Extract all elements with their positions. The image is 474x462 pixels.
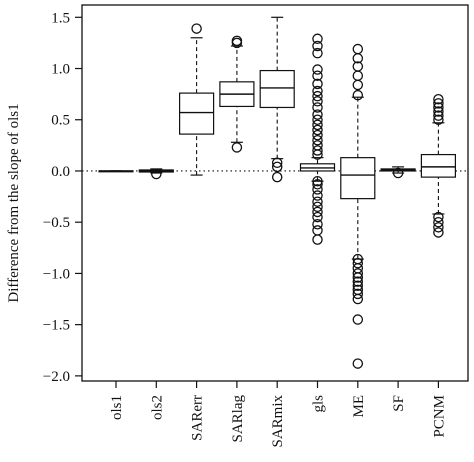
outlier-point-gls <box>312 134 323 146</box>
outlier-point-pcnm <box>433 114 444 125</box>
box-me <box>340 96 376 260</box>
box-iqr <box>259 69 295 109</box>
outlier-point-gls <box>312 109 323 120</box>
outlier-point-me <box>352 276 364 287</box>
box-iqr <box>340 157 376 200</box>
outlier-point-gls <box>312 234 323 245</box>
outlier-point-gls <box>312 40 323 52</box>
box-sarmix <box>259 16 295 160</box>
outlier-point-me <box>352 358 364 369</box>
outlier-point-gls <box>312 211 323 223</box>
box-iqr <box>179 92 215 135</box>
outlier-point-me <box>352 70 364 81</box>
outlier-point-gls <box>312 206 323 218</box>
outlier-point-pcnm <box>433 102 444 113</box>
outlier-point-me <box>352 43 364 55</box>
outlier-point-gls <box>312 218 323 230</box>
box-iqr <box>420 153 456 178</box>
outlier-point-gls <box>312 102 323 113</box>
outlier-point-pcnm <box>433 98 444 109</box>
outlier-point-sarerr <box>191 23 202 34</box>
x-tick-label-gls: gls <box>311 395 327 413</box>
outlier-point-sarmix <box>271 161 283 173</box>
outlier-point-me <box>352 288 364 300</box>
outlier-point-sarlag <box>231 142 243 153</box>
outlier-point-sarmix <box>271 171 283 183</box>
outlier-point-pcnm <box>433 227 444 238</box>
outlier-point-gls <box>312 184 323 195</box>
y-tick-label: −1.5 <box>43 318 70 334</box>
y-tick-label: 1.0 <box>51 62 70 78</box>
outlier-point-gls <box>312 114 323 125</box>
outlier-point-sarmix <box>271 157 283 169</box>
outlier-point-gls <box>312 70 323 81</box>
outlier-point-gls <box>312 96 323 107</box>
box-sarlag <box>219 45 255 143</box>
outlier-point-me <box>352 280 364 291</box>
x-tick-label-ols1: ols1 <box>109 395 125 420</box>
x-tick-label-pcnm: PCNM <box>431 395 447 438</box>
outlier-point-ols2 <box>151 168 162 180</box>
y-axis-title: Difference from the slope of ols1 <box>6 103 22 302</box>
box-sarerr <box>179 37 215 176</box>
outlier-point-pcnm <box>433 94 444 105</box>
outlier-point-gls <box>312 196 323 207</box>
outlier-point-gls <box>312 90 323 102</box>
outlier-point-gls <box>312 124 323 136</box>
plot-frame <box>81 4 469 382</box>
outlier-point-me <box>352 268 364 279</box>
outlier-point-gls <box>312 149 323 160</box>
y-tick-label: −1.0 <box>43 266 70 282</box>
outlier-point-pcnm <box>433 106 444 117</box>
outlier-point-me <box>352 89 364 101</box>
outlier-point-sf <box>392 167 404 179</box>
outlier-point-me <box>352 53 364 64</box>
y-tick-label: 1.5 <box>51 10 70 26</box>
outlier-point-pcnm <box>433 216 444 228</box>
outlier-point-me <box>352 314 364 325</box>
x-tick-label-sarmix: SARmix <box>270 395 286 448</box>
box-sf <box>380 166 416 174</box>
x-tick-label-sarerr: SARerr <box>190 395 206 441</box>
outlier-point-gls <box>312 78 323 90</box>
box-ols1 <box>98 170 134 173</box>
outlier-point-gls <box>312 85 323 97</box>
y-tick-label: −0.5 <box>43 215 70 231</box>
y-tick-label: 0.5 <box>51 113 70 129</box>
outlier-point-pcnm <box>433 222 444 233</box>
outlier-point-gls <box>312 175 323 187</box>
outlier-point-pcnm <box>433 211 444 223</box>
box-gls <box>299 157 336 182</box>
outlier-point-gls <box>312 145 323 156</box>
y-tick-label: −2.0 <box>43 369 70 385</box>
y-tick-label: 0.0 <box>51 164 70 180</box>
outlier-point-gls <box>312 119 323 131</box>
outlier-point-me <box>352 257 364 269</box>
x-tick-label-me: ME <box>351 395 367 418</box>
outlier-point-gls <box>312 201 323 213</box>
outlier-point-me <box>352 79 364 91</box>
outlier-point-sarlag <box>231 35 243 47</box>
box-pcnm <box>420 122 456 215</box>
x-tick-label-ols2: ols2 <box>149 395 165 420</box>
outlier-point-gls <box>312 64 323 75</box>
outlier-point-me <box>352 272 364 283</box>
outlier-point-gls <box>312 47 323 59</box>
outlier-point-me <box>352 293 364 305</box>
outlier-point-gls <box>312 225 323 236</box>
outlier-point-gls <box>312 129 323 141</box>
outlier-point-gls <box>312 190 323 201</box>
outlier-point-gls <box>312 179 323 190</box>
x-tick-label-sf: SF <box>391 395 407 412</box>
outlier-point-gls <box>312 33 323 45</box>
outlier-point-pcnm <box>433 110 444 121</box>
x-tick-label-sarlag: SARlag <box>230 395 246 443</box>
